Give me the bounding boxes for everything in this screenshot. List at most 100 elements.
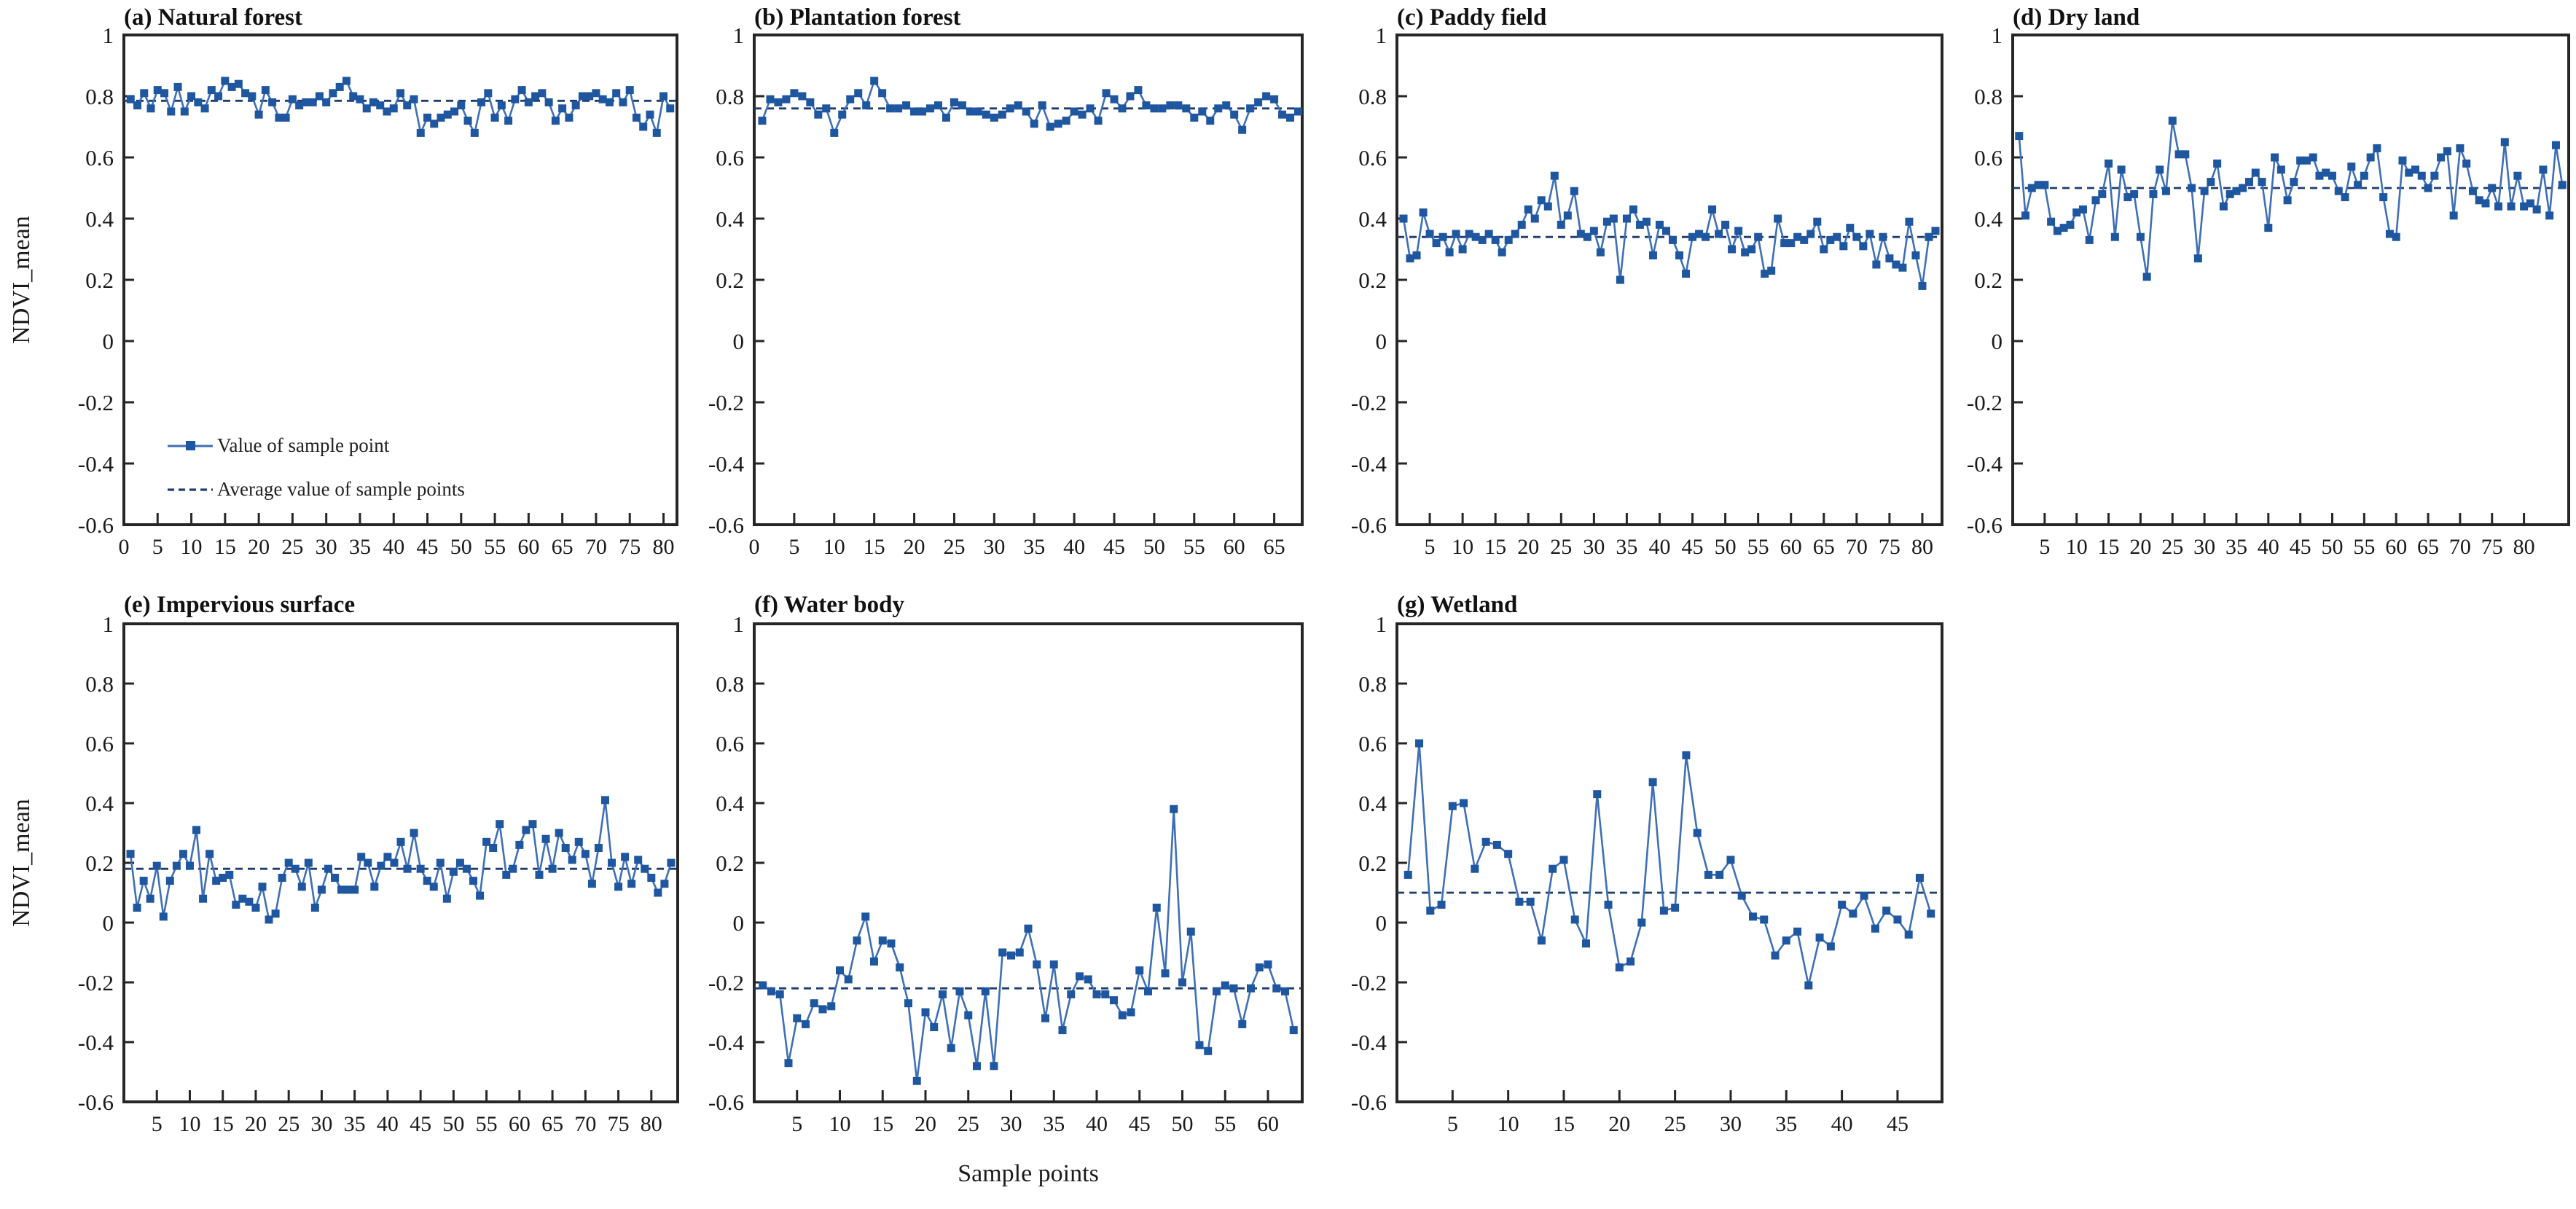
data-point-g <box>1615 963 1624 971</box>
data-point-f <box>861 912 870 921</box>
x-tick-label-f: 10 <box>829 1112 851 1136</box>
data-point-f <box>827 1002 836 1011</box>
data-point-f <box>1144 987 1152 995</box>
y-tick-label-c: 0.4 <box>1358 206 1387 232</box>
series-line-d <box>2018 120 2564 278</box>
x-tick-label-e: 25 <box>278 1112 300 1136</box>
y-tick-label-d: -0.6 <box>1967 512 2003 538</box>
data-point-e <box>297 883 306 891</box>
data-point-e <box>258 883 267 891</box>
data-point-d <box>2219 202 2228 211</box>
data-point-f <box>930 1023 939 1031</box>
data-point-e <box>146 894 154 903</box>
data-point-a <box>423 113 432 122</box>
data-point-f <box>955 987 964 995</box>
data-point-a <box>248 92 257 101</box>
subplot-title-d: (d) Dry land <box>2013 4 2140 31</box>
x-tick-label-c: 40 <box>1648 535 1670 559</box>
x-tick-label-e: 5 <box>152 1112 163 1136</box>
y-tick-label-b: 0 <box>733 329 745 354</box>
data-point-f <box>784 1059 793 1068</box>
x-tick-label-a: 40 <box>383 535 404 559</box>
data-point-c <box>1524 205 1532 214</box>
data-point-b <box>1134 86 1143 95</box>
data-point-c <box>1859 242 1868 251</box>
data-point-c <box>1905 217 1914 226</box>
data-point-g <box>1860 891 1868 900</box>
y-tick-label-e: 0.4 <box>85 791 114 816</box>
data-point-c <box>1826 235 1835 244</box>
data-point-a <box>200 104 209 113</box>
data-point-e <box>410 829 418 837</box>
data-point-c <box>1517 220 1526 229</box>
data-point-c <box>1747 245 1756 254</box>
data-point-g <box>1826 942 1835 951</box>
data-point-d <box>2098 189 2107 198</box>
data-point-c <box>1866 230 1874 238</box>
x-tick-label-b: 15 <box>864 535 885 559</box>
data-point-g <box>1904 930 1913 939</box>
data-point-b <box>1086 104 1095 113</box>
data-point-e <box>390 858 399 867</box>
data-point-c <box>1892 260 1900 269</box>
data-point-a <box>383 107 391 116</box>
data-point-a <box>490 113 499 122</box>
data-point-b <box>950 98 958 106</box>
data-point-a <box>477 98 486 106</box>
y-tick-label-a: 0.6 <box>85 145 114 171</box>
data-point-b <box>1014 101 1022 110</box>
data-point-g <box>1492 840 1501 849</box>
data-point-b <box>814 110 823 119</box>
data-point-a <box>234 79 243 88</box>
data-point-e <box>442 894 451 903</box>
x-tick-label-a: 60 <box>517 535 539 559</box>
data-point-a <box>268 98 277 106</box>
data-point-e <box>383 853 392 861</box>
data-point-f <box>1101 990 1110 998</box>
data-point-a <box>295 101 304 110</box>
data-point-c <box>1452 230 1460 238</box>
x-tick-label-g: 30 <box>1720 1112 1742 1136</box>
x-tick-label-c: 75 <box>1879 535 1900 559</box>
data-point-e <box>627 880 636 888</box>
data-point-f <box>981 987 990 995</box>
data-point-a <box>659 92 668 101</box>
y-tick-label-g: -0.2 <box>1351 970 1387 995</box>
x-tick-label-c: 5 <box>1425 535 1436 559</box>
data-point-c <box>1879 232 1887 241</box>
y-tick-label-b: -0.4 <box>708 451 745 477</box>
data-point-d <box>2149 189 2158 198</box>
data-point-c <box>1728 245 1737 254</box>
data-point-a <box>396 89 404 98</box>
data-point-c <box>1563 211 1572 220</box>
x-tick-label-g: 20 <box>1608 1112 1630 1136</box>
data-point-d <box>2507 202 2516 211</box>
x-tick-label-a: 0 <box>119 535 130 559</box>
y-tick-label-a: 0.4 <box>85 206 114 232</box>
x-tick-label-e: 70 <box>574 1112 596 1136</box>
data-point-d <box>2430 171 2439 180</box>
data-point-f <box>1186 927 1195 936</box>
x-tick-label-e: 65 <box>541 1112 563 1136</box>
data-point-d <box>2156 165 2164 174</box>
data-point-c <box>1419 208 1428 217</box>
data-point-f <box>998 948 1007 957</box>
data-point-a <box>342 77 351 85</box>
x-tick-label-b: 25 <box>943 535 965 559</box>
series-line-e <box>129 799 673 921</box>
y-tick-label-d: 0.4 <box>1974 206 2003 232</box>
data-point-a <box>443 110 452 119</box>
data-point-a <box>376 101 385 110</box>
data-point-a <box>369 98 377 106</box>
data-point-e <box>232 900 240 909</box>
x-tick-label-d: 5 <box>2039 535 2050 559</box>
series-line-g <box>1406 742 1932 987</box>
x-tick-label-d: 35 <box>2225 535 2247 559</box>
data-point-g <box>1526 897 1535 906</box>
data-point-b <box>1150 104 1159 113</box>
data-point-d <box>2207 178 2215 187</box>
data-point-f <box>1127 1008 1135 1017</box>
data-point-d <box>2309 153 2317 162</box>
x-tick-label-d: 20 <box>2129 535 2151 559</box>
data-point-c <box>1602 217 1611 226</box>
